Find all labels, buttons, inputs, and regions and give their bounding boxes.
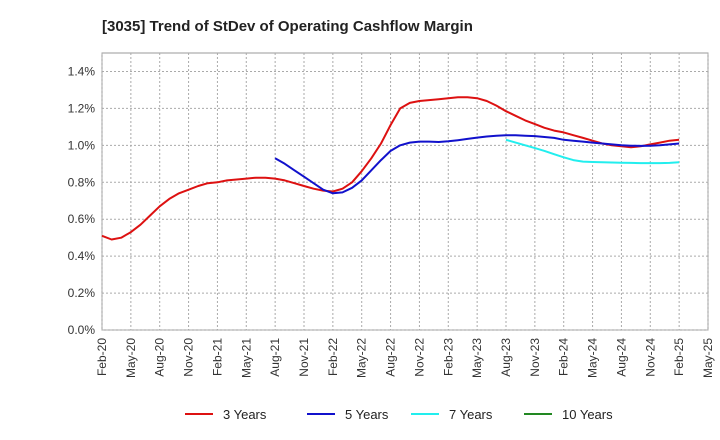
x-tick-label: Aug-21: [268, 338, 282, 377]
x-tick-label: Feb-23: [441, 338, 455, 376]
chart-title: [3035] Trend of StDev of Operating Cashf…: [102, 18, 473, 35]
x-tick-label: Feb-20: [95, 338, 109, 376]
legend: 3 Years 5 Years 7 Years 10 Years: [185, 407, 613, 422]
x-tick-label: Nov-20: [182, 338, 196, 377]
x-tick-label: Feb-24: [557, 338, 571, 376]
x-tick-label: Nov-24: [643, 338, 657, 377]
x-tick-label: Nov-22: [412, 338, 426, 377]
x-tick-label: May-25: [701, 338, 715, 378]
x-tick-label: May-22: [355, 338, 369, 378]
y-tick-label: 0.4%: [68, 249, 96, 263]
x-tick-label: Nov-23: [528, 338, 542, 377]
x-tick-label: May-21: [239, 338, 253, 378]
y-tick-label: 1.0%: [68, 138, 96, 152]
x-tick-label: Feb-25: [672, 338, 686, 376]
series-line-7-years: [505, 138, 680, 165]
x-tick-label: Aug-23: [499, 338, 513, 377]
series-group: [101, 96, 680, 241]
x-tick-label: Aug-20: [153, 338, 167, 377]
y-tick-label: 1.4%: [68, 64, 96, 78]
x-tick-label: May-23: [470, 338, 484, 378]
y-tick-label: 0.2%: [68, 286, 96, 300]
series-line-5-years: [274, 134, 680, 195]
y-tick-label: 1.2%: [68, 101, 96, 115]
legend-label: 5 Years: [345, 407, 389, 422]
x-axis: Feb-20 May-20 Aug-20 Nov-20 Feb-21 May-21 Aug-…: [95, 338, 715, 378]
x-tick-label: Nov-21: [297, 338, 311, 377]
x-tick-label: Feb-22: [326, 338, 340, 376]
y-tick-label: 0.6%: [68, 212, 96, 226]
plot-area: [101, 52, 709, 331]
x-tick-label: Aug-22: [384, 338, 398, 377]
y-tick-label: 0.8%: [68, 175, 96, 189]
x-tick-label: May-24: [586, 338, 600, 378]
y-axis: 0.0% 0.2% 0.4% 0.6% 0.8% 1.0% 1.2% 1.4%: [68, 64, 96, 337]
y-tick-label: 0.0%: [68, 323, 96, 337]
x-tick-label: May-20: [124, 338, 138, 378]
x-tick-label: Aug-24: [614, 338, 628, 377]
legend-label: 10 Years: [562, 407, 613, 422]
legend-label: 3 Years: [223, 407, 267, 422]
legend-label: 7 Years: [449, 407, 493, 422]
x-tick-label: Feb-21: [210, 338, 224, 376]
series-line-3-years: [101, 96, 680, 241]
